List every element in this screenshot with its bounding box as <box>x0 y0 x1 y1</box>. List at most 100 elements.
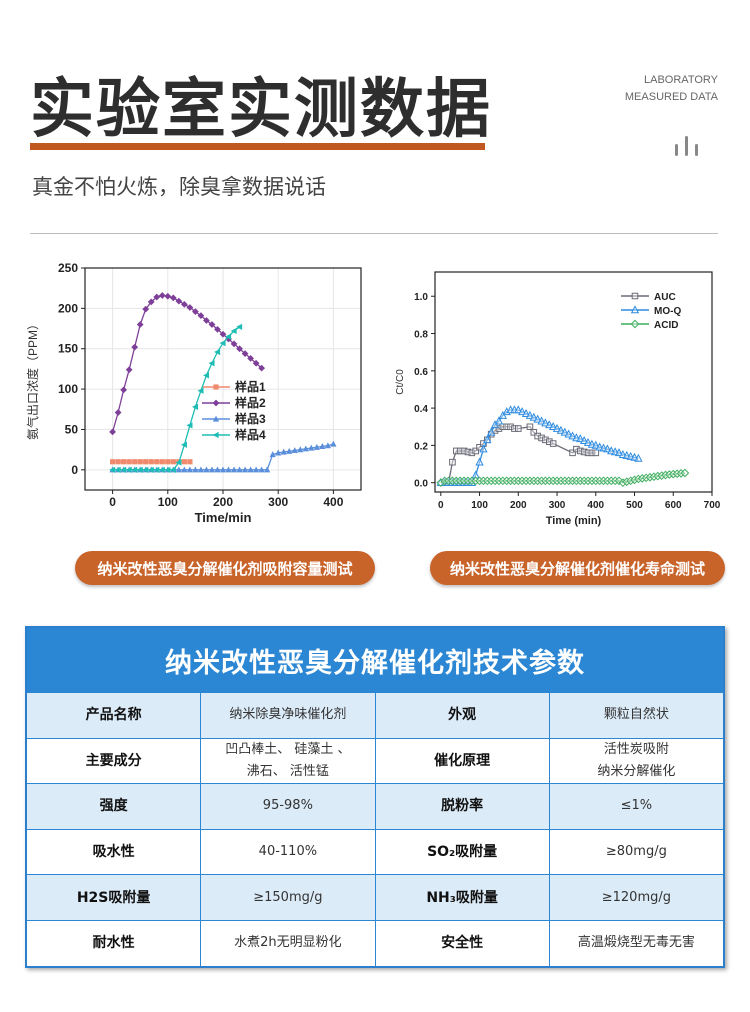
data-point <box>525 410 535 419</box>
page-title: 实验室实测数据 <box>30 73 492 147</box>
param-value: 活性炭吸附 纳米分解催化 <box>548 738 723 784</box>
data-point <box>169 466 176 473</box>
data-point <box>136 466 143 473</box>
data-point <box>230 327 237 335</box>
data-point <box>165 459 171 465</box>
data-point <box>192 308 199 315</box>
data-point <box>280 448 287 455</box>
data-point <box>225 466 232 473</box>
data-point <box>634 474 643 484</box>
data-point <box>521 408 531 417</box>
y-tick-label: 200 <box>58 301 78 315</box>
data-point <box>203 372 210 379</box>
data-point <box>186 422 193 429</box>
data-point <box>517 407 527 416</box>
data-point <box>253 466 260 473</box>
data-point <box>490 420 500 429</box>
data-point <box>197 312 205 320</box>
data-point <box>180 300 188 308</box>
data-point <box>219 466 227 473</box>
data-point <box>142 305 150 313</box>
param-value: 纳米除臭净味催化剂 <box>200 693 374 738</box>
y-axis-label: Ct/C0 <box>395 369 406 395</box>
data-point <box>313 443 320 450</box>
param-name: 吸水性 <box>92 844 135 861</box>
caption-adsorption-test: 纳米改性恶臭分解催化剂吸附容量测试 <box>75 551 375 585</box>
data-point <box>324 442 331 449</box>
data-point <box>125 466 132 473</box>
data-point <box>114 466 121 473</box>
y-tick-label: 150 <box>58 342 78 356</box>
x-tick-label: 0 <box>438 500 444 511</box>
data-point <box>186 304 194 311</box>
x-tick-label: 700 <box>704 500 721 511</box>
series-line-AUC <box>444 426 596 484</box>
table-row: 产品名称 纳米除臭净味催化剂 外观 颗粒自然状 <box>27 692 723 738</box>
data-point <box>214 325 221 333</box>
legend-marker <box>213 384 219 390</box>
data-point <box>579 436 589 445</box>
data-point <box>208 466 216 473</box>
y-tick-label: 0.6 <box>414 367 428 378</box>
data-point <box>131 343 139 351</box>
data-point <box>192 403 198 410</box>
x-tick-label: 300 <box>549 500 566 511</box>
data-point <box>552 423 562 432</box>
param-name: 产品名称 <box>85 707 142 724</box>
data-point <box>120 386 128 394</box>
data-point <box>147 466 154 473</box>
data-point <box>181 459 187 465</box>
data-point <box>230 466 238 473</box>
x-tick-label: 400 <box>323 495 343 509</box>
data-point <box>436 478 446 488</box>
param-name: SO₂吸附量 <box>374 829 549 875</box>
data-point <box>115 459 121 465</box>
table-row: 耐水性 水煮2h无明显粉化 安全性 高温煅烧型无毒无害 <box>27 919 723 966</box>
x-tick-label: 100 <box>471 500 488 511</box>
data-point <box>109 428 116 436</box>
data-point <box>236 466 243 473</box>
data-point <box>264 466 271 473</box>
param-name: 主要成分 <box>85 752 142 769</box>
legend-marker <box>212 431 219 439</box>
data-point <box>537 416 546 425</box>
data-point <box>449 458 456 466</box>
en-label-line1: LABORATORY <box>644 74 718 86</box>
legend-label: AUC <box>654 292 676 303</box>
data-point <box>110 459 116 465</box>
legend-label: 样品4 <box>235 427 266 442</box>
data-point <box>187 459 193 465</box>
table-row: H2S吸附量 ≥150mg/g NH₃吸附量 ≥120mg/g <box>27 874 723 920</box>
data-point <box>541 418 550 427</box>
data-point <box>514 405 523 414</box>
data-point <box>614 476 624 486</box>
data-point <box>175 297 183 305</box>
data-point <box>291 447 298 454</box>
caption-lifetime-test: 纳米改性恶臭分解催化剂催化寿命测试 <box>430 551 725 585</box>
data-point <box>203 466 210 473</box>
data-point <box>583 437 593 446</box>
legend-label: ACID <box>654 320 678 331</box>
data-point <box>137 459 143 465</box>
data-point <box>269 451 276 458</box>
data-point <box>514 425 522 432</box>
data-point <box>114 409 122 416</box>
data-point <box>241 466 249 473</box>
data-point <box>236 345 243 353</box>
data-point <box>591 440 600 449</box>
data-point <box>136 321 144 328</box>
param-name: NH₃吸附量 <box>374 875 549 920</box>
param-name: 催化原理 <box>374 738 549 784</box>
data-point <box>614 448 624 457</box>
data-point <box>637 474 647 483</box>
x-tick-label: 100 <box>158 495 178 509</box>
legend-marker <box>212 399 220 407</box>
y-tick-label: 0.8 <box>414 330 428 341</box>
data-point <box>645 472 655 482</box>
data-point <box>308 444 315 451</box>
data-point <box>131 466 138 473</box>
data-point <box>634 453 643 462</box>
data-point <box>545 420 554 429</box>
data-point <box>208 321 216 328</box>
legend-marker <box>212 415 220 422</box>
